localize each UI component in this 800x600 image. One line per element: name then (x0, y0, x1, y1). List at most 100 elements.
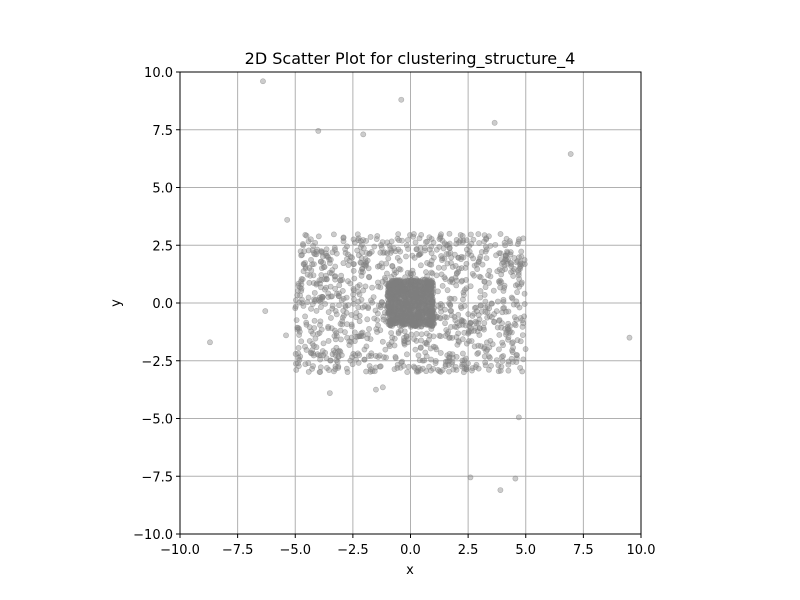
data-point (501, 282, 508, 289)
data-point (387, 290, 394, 297)
data-point (520, 356, 527, 363)
data-point (357, 238, 364, 244)
data-point (473, 308, 480, 315)
data-point (396, 257, 403, 264)
data-point (307, 236, 314, 243)
data-point (469, 367, 475, 374)
data-point (490, 287, 497, 294)
data-point (392, 355, 399, 362)
data-point (315, 352, 322, 359)
data-point (498, 256, 505, 262)
data-point (456, 339, 462, 345)
data-point (452, 251, 458, 258)
y-tick-label: 0.0 (152, 297, 173, 312)
data-point (476, 332, 483, 338)
data-point (455, 330, 462, 337)
data-point (367, 234, 374, 240)
data-point (342, 302, 349, 309)
data-point (318, 277, 325, 283)
data-point (353, 333, 360, 340)
data-point (344, 321, 350, 328)
data-point (373, 236, 380, 242)
data-point (395, 330, 402, 337)
data-point (322, 300, 329, 307)
data-point (366, 363, 373, 369)
data-point (448, 259, 454, 266)
data-point (332, 285, 339, 292)
data-point (518, 248, 525, 255)
data-point (514, 337, 521, 344)
data-point (471, 305, 478, 311)
data-point (417, 344, 424, 351)
data-point (444, 242, 451, 248)
data-point (517, 261, 523, 268)
data-point (298, 338, 305, 345)
data-point (486, 280, 492, 286)
data-point (482, 309, 489, 315)
data-point (458, 278, 465, 285)
data-point (472, 364, 479, 370)
data-point (383, 260, 390, 267)
data-point (469, 312, 476, 319)
data-point (373, 386, 379, 393)
data-point (293, 317, 300, 323)
data-point (303, 319, 310, 326)
data-point (481, 320, 488, 326)
data-point (475, 231, 482, 237)
data-point (476, 316, 483, 323)
chart-title: 2D Scatter Plot for clustering_structure… (245, 49, 576, 69)
data-point (495, 368, 502, 375)
data-point (343, 365, 350, 372)
data-point (518, 253, 525, 260)
data-point (452, 317, 459, 324)
data-point (395, 246, 402, 253)
data-point (459, 336, 466, 343)
data-point (439, 237, 446, 244)
data-point (451, 295, 458, 302)
data-point (342, 329, 348, 336)
data-point (500, 287, 507, 294)
data-point (448, 312, 455, 319)
data-point (489, 341, 496, 348)
data-point (378, 242, 384, 248)
data-point (519, 332, 526, 338)
data-point (297, 248, 304, 255)
data-point (463, 285, 470, 292)
data-point (295, 282, 302, 289)
data-point (409, 252, 416, 259)
data-point (331, 333, 338, 339)
data-point (385, 321, 392, 328)
data-point (447, 307, 454, 314)
data-point (401, 317, 407, 324)
data-point (509, 340, 516, 347)
data-point (297, 284, 303, 291)
data-point (482, 362, 489, 369)
data-point (498, 271, 505, 278)
data-point (297, 353, 304, 360)
data-point (511, 255, 518, 261)
data-point (385, 255, 392, 262)
data-point (371, 243, 378, 250)
data-point (414, 367, 421, 374)
y-tick-label: 5.0 (152, 182, 173, 197)
data-point (486, 353, 492, 360)
data-point (411, 313, 418, 320)
data-point (517, 338, 524, 345)
data-point (505, 367, 512, 374)
data-point (428, 261, 435, 268)
data-point (519, 368, 526, 375)
data-point (405, 246, 411, 252)
data-point (412, 239, 419, 246)
data-point (459, 317, 466, 324)
data-point (422, 305, 429, 312)
axis-ticks: −10.0 −7.5 −5.0 −2.5 0.0 2.5 5.0 7.5 10.0 −10.0 −7… (133, 66, 655, 558)
data-point (351, 239, 358, 246)
data-point (428, 250, 435, 257)
data-point (345, 302, 352, 309)
data-point (446, 230, 453, 237)
data-point (427, 345, 434, 352)
data-point (292, 350, 299, 357)
data-point (381, 274, 388, 281)
data-point (488, 300, 495, 307)
data-point (384, 293, 391, 300)
